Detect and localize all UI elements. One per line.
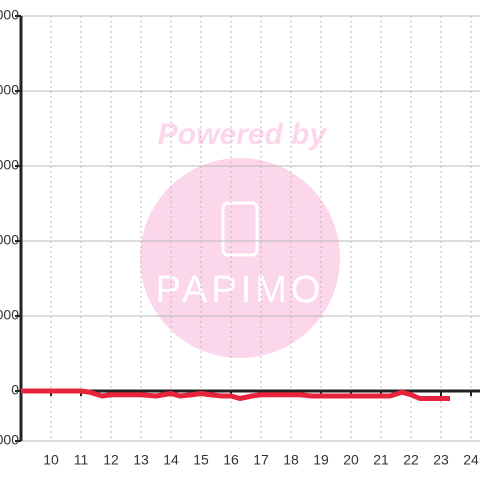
line	[21, 388, 450, 401]
watermark-icon	[221, 201, 259, 257]
x-tick-label: 17	[253, 452, 269, 468]
x-tick-label: 10	[43, 452, 59, 468]
x-tick-label: 12	[103, 452, 119, 468]
x-tick-label: 13	[133, 452, 149, 468]
x-tick-label: 23	[433, 452, 449, 468]
y-tick-label: 120,000	[0, 82, 19, 98]
watermark-circle	[140, 158, 340, 358]
y-tick-label: -20,000	[0, 432, 19, 448]
y-tick-label: 60,000	[0, 232, 19, 248]
x-tick-label: 19	[313, 452, 329, 468]
x-tick-label: 18	[283, 452, 299, 468]
x-tick-label: 15	[193, 452, 209, 468]
y-tick-label: 0	[11, 382, 19, 398]
x-tick-label: 16	[223, 452, 239, 468]
x-tick-label: 21	[373, 452, 389, 468]
y-tick-label: 30,000	[0, 307, 19, 323]
watermark-logo: PAPIMO	[156, 269, 325, 311]
y-tick-label: 150,000	[0, 7, 19, 23]
x-tick-label: 14	[163, 452, 179, 468]
x-tick-label: 20	[343, 452, 359, 468]
watermark-title: Powered by	[158, 118, 328, 151]
x-tick-label: 22	[403, 452, 419, 468]
x-tick-label: 24	[463, 452, 479, 468]
x-tick-label: 11	[74, 452, 89, 468]
y-tick-label: 90,000	[0, 157, 19, 173]
